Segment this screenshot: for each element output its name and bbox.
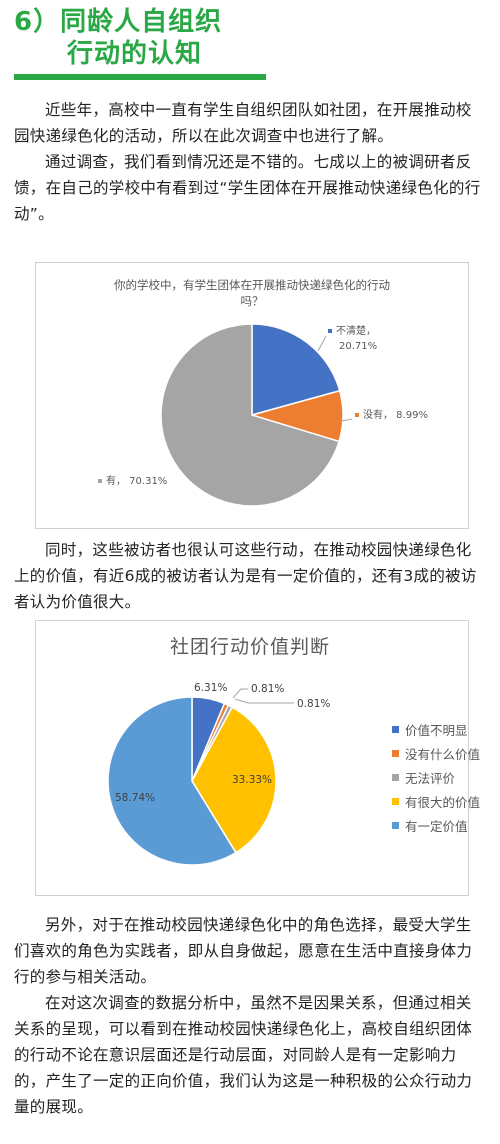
data-label-value: 33.33% [232, 774, 272, 786]
pie-slice [251, 323, 341, 416]
chart-legend: 价值不明显没有什么价值 无法评价有很大的价值 有一定价值 [392, 717, 480, 837]
chart-title-line: 吗？ [241, 294, 264, 308]
legend-item: 价值不明显 [392, 717, 480, 741]
leader-line [234, 698, 294, 704]
paragraph: 近些年，高校中一直有学生自组织团队如社团，在开展推动校园快递绿色化的活动，所以在… [14, 101, 472, 145]
paragraph: 另外，对于在推动校园快递绿色化中的角色选择，最受大学生们喜欢的角色为实践者，即从… [14, 916, 473, 986]
label-marker [98, 479, 102, 483]
data-label-value: 没有， 8.99% [363, 408, 428, 421]
chart-title-line: 你的学校中，有学生团体在开展推动快递绿色化的行动 [114, 278, 390, 292]
data-label-value: 58.74% [115, 792, 155, 804]
legend-item: 有一定价值 [392, 813, 480, 837]
pie-slice [191, 706, 277, 854]
legend-item: 有很大的价值 [392, 789, 480, 813]
leader-line [232, 688, 248, 699]
pie-chart-school-groups: 你的学校中，有学生团体在开展推动快递绿色化的行动 吗？ 不清楚， 20.71% 没有… [98, 278, 428, 507]
legend-label: 没有什么价值 [405, 746, 481, 762]
legend-item: 无法评价 [392, 765, 480, 789]
leader-line [340, 418, 353, 422]
label-marker [355, 413, 359, 417]
chart-school-groups: 你的学校中，有学生团体在开展推动快递绿色化的行动 吗？ 不清楚， 20.71% 没有… [35, 262, 469, 529]
legend-swatch [392, 725, 399, 733]
data-label-value: 0.81% [297, 698, 330, 710]
legend-swatch [392, 773, 399, 781]
pie-slice [107, 696, 237, 866]
intro-paragraphs: 近些年，高校中一直有学生自组织团队如社团，在开展推动校园快递绿色化的活动，所以在… [14, 97, 486, 227]
legend-label: 无法评价 [405, 770, 456, 786]
paragraph: 通过调查，我们看到情况还是不错的。七成以上的被调研者反馈，在自己的学校中有看到过… [14, 153, 481, 223]
legend-swatch [392, 749, 399, 757]
data-label-value: 有， 70.31% [106, 474, 167, 487]
legend-item: 没有什么价值 [392, 741, 480, 765]
data-label-value: 20.71% [339, 341, 377, 352]
data-label-category: 不清楚， [336, 324, 376, 337]
chart-title: 社团行动价值判断 [170, 636, 330, 658]
pie-slice [160, 323, 341, 507]
data-label-value: 0.81% [251, 683, 284, 695]
middle-paragraph: 同时，这些被访者也很认可这些行动，在推动校园快递绿色化上的价值，有近6成的被访者… [14, 537, 486, 615]
label-marker [328, 329, 332, 333]
chart-value-judgement: 社团行动价值判断 6.31% 0.81% 0.81% 33.33% 58.74% 价值不… [35, 620, 480, 896]
legend-swatch [392, 821, 399, 829]
data-label-value: 6.31% [194, 682, 227, 694]
legend-label: 有一定价值 [405, 818, 468, 834]
section-title: 6）同龄人自组织 行动的认知 [14, 6, 266, 70]
paragraph: 在对这次调查的数据分析中，虽然不是因果关系，但通过相关关系的呈现，可以看到在推动… [14, 994, 473, 1116]
legend-swatch [392, 797, 399, 805]
title-underline [14, 74, 266, 80]
section-title-line1: 6）同龄人自组织 [14, 7, 223, 37]
paragraph: 同时，这些被访者也很认可这些行动，在推动校园快递绿色化上的价值，有近6成的被访者… [14, 541, 477, 611]
pie-chart-value-judgement: 社团行动价值判断 6.31% 0.81% 0.81% 33.33% 58.74% [107, 636, 330, 866]
legend-label: 有很大的价值 [405, 794, 481, 810]
closing-paragraphs: 另外，对于在推动校园快递绿色化中的角色选择，最受大学生们喜欢的角色为实践者，即从… [14, 912, 486, 1120]
legend-label: 价值不明显 [405, 722, 468, 738]
leader-line [317, 335, 327, 352]
section-title-line2: 行动的认知 [67, 39, 203, 69]
